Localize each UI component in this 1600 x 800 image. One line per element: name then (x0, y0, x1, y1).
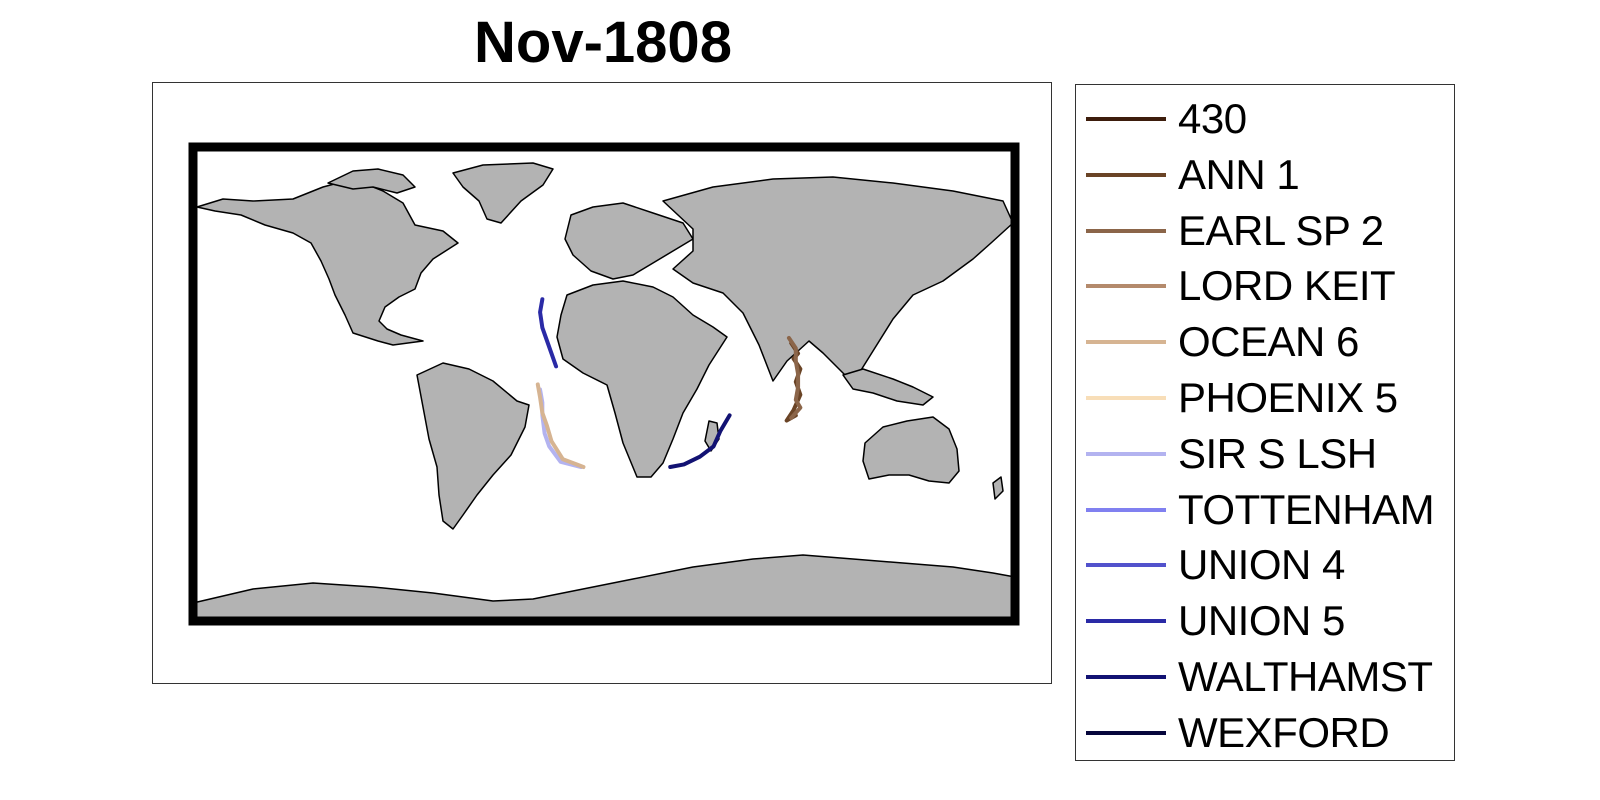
map-panel (152, 82, 1052, 684)
legend-label: 430 (1178, 95, 1247, 142)
legend-item: LORD KEIT (1086, 258, 1396, 314)
legend-line-swatch (1086, 228, 1166, 233)
legend-label: PHOENIX 5 (1178, 374, 1398, 421)
legend-item: UNION 4 (1086, 537, 1345, 593)
legend-item: PHOENIX 5 (1086, 370, 1398, 426)
map-title: Nov-1808 (474, 10, 732, 75)
world-map (188, 142, 1020, 626)
legend-line-swatch (1086, 396, 1166, 400)
legend-line-swatch (1086, 563, 1166, 568)
legend-line-swatch (1086, 117, 1166, 121)
legend-line-swatch (1086, 284, 1166, 289)
ship-track-walthamst (668, 413, 732, 470)
legend-line-swatch (1086, 730, 1166, 735)
land-masses (192, 162, 1016, 622)
legend-label: WALTHAMST (1178, 653, 1433, 700)
ship-track-ocean-6 (535, 382, 586, 470)
legend-item: SIR S LSH (1086, 426, 1377, 482)
legend-label: LORD KEIT (1178, 262, 1396, 310)
legend-label: UNION 4 (1178, 541, 1345, 589)
legend-line-swatch (1086, 507, 1166, 512)
arctic-islands (327, 168, 416, 194)
legend-line-swatch (1086, 172, 1166, 177)
asia-landmass (662, 176, 1014, 384)
ship-tracks (535, 297, 803, 470)
ship-track-earl-sp-2 (786, 335, 803, 420)
legend-item: TOTTENHAM (1086, 482, 1435, 538)
legend-label: EARL SP 2 (1178, 206, 1384, 254)
legend-item: EARL SP 2 (1086, 203, 1384, 259)
legend-line-swatch (1086, 619, 1166, 624)
legend-label: UNION 5 (1178, 597, 1345, 645)
legend-item: WEXFORD (1086, 705, 1390, 761)
south-america-landmass (416, 362, 530, 530)
legend-label: OCEAN 6 (1178, 318, 1359, 366)
legend-label: SIR S LSH (1178, 429, 1377, 477)
legend-item: UNION 5 (1086, 593, 1345, 649)
legend-item: OCEAN 6 (1086, 314, 1359, 370)
legend-line-swatch (1086, 340, 1166, 345)
legend-label: WEXFORD (1178, 708, 1390, 756)
europe-landmass (564, 202, 694, 280)
legend-item: WALTHAMST (1086, 649, 1433, 705)
legend-line-swatch (1086, 451, 1166, 456)
legend-label: TOTTENHAM (1178, 485, 1435, 533)
legend: 430 ANN 1 EARL SP 2 LORD KEIT OCEAN 6 PHOENIX… (1075, 84, 1455, 761)
southeast-asia-islands (842, 368, 934, 406)
legend-label: ANN 1 (1178, 150, 1300, 198)
ship-track-union-5 (538, 297, 559, 369)
greenland-landmass (452, 162, 554, 224)
legend-item: ANN 1 (1086, 147, 1300, 203)
australia-landmass (862, 416, 960, 484)
new-zealand-landmass (992, 476, 1004, 500)
map-frame (188, 142, 1020, 626)
africa-landmass (556, 280, 728, 478)
legend-item: 430 (1086, 91, 1247, 147)
legend-line-swatch (1086, 675, 1166, 679)
